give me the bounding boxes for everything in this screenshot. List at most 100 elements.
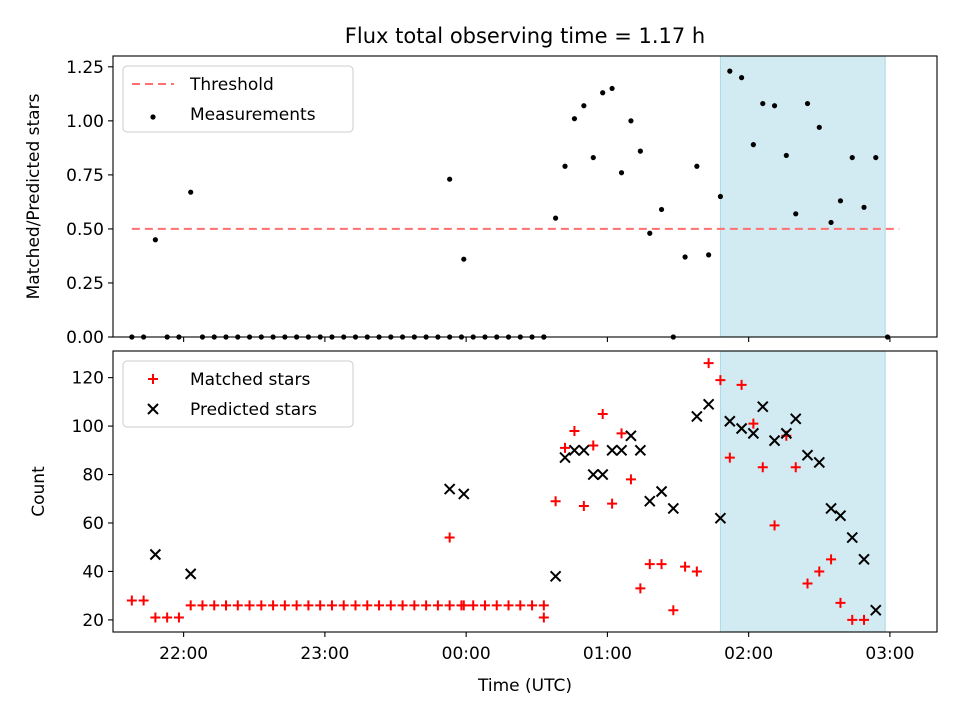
legend-predicted-swatch xyxy=(147,403,159,415)
measurement-point xyxy=(628,118,634,124)
y-tick-label: 1.25 xyxy=(66,58,104,78)
matched-star-point xyxy=(703,358,714,369)
matched-star-point xyxy=(769,520,780,531)
predicted-star-point xyxy=(184,568,197,580)
matched-star-point xyxy=(458,600,469,611)
matched-star-point xyxy=(691,566,702,577)
matched-star-point xyxy=(826,554,837,565)
legend-measurement-swatch xyxy=(150,114,156,120)
axes-frame xyxy=(112,350,938,633)
predicted-star-point xyxy=(780,427,793,440)
y-tick-label: 1.00 xyxy=(66,112,104,132)
predicted-star-point xyxy=(549,570,562,582)
axes-frame xyxy=(112,55,938,338)
matched-star-point xyxy=(748,418,759,429)
measurement-point xyxy=(600,90,606,96)
measurement-point xyxy=(861,204,867,210)
y-tick-label: 60 xyxy=(82,514,104,534)
measurement-point xyxy=(771,103,778,109)
matched-star-point xyxy=(268,600,279,611)
y-tick-label: 0.25 xyxy=(66,274,104,294)
y-tick-label: 80 xyxy=(82,466,104,486)
matched-star-point xyxy=(847,614,858,625)
x-tick-label: 22:00 xyxy=(159,644,208,664)
measurement-point xyxy=(447,176,453,182)
measurement-point xyxy=(590,154,596,161)
measurement-point xyxy=(152,237,158,243)
matched-star-point xyxy=(550,496,561,507)
measurement-point xyxy=(783,152,789,159)
x-tick-label: 03:00 xyxy=(865,644,914,664)
legend-label: Measurements xyxy=(190,105,316,125)
measurement-point xyxy=(618,170,625,176)
measurement-point xyxy=(571,116,578,122)
predicted-star-point xyxy=(634,444,647,457)
legend-box xyxy=(122,65,354,133)
matched-star-point xyxy=(656,559,667,570)
y-tick-label: 0.00 xyxy=(66,328,104,348)
matched-star-point xyxy=(315,600,326,611)
y-tick-label: 0.75 xyxy=(66,166,104,186)
legend-label: Matched stars xyxy=(190,370,310,390)
legend-label: Threshold xyxy=(189,75,274,95)
matched-star-point xyxy=(173,612,184,623)
measurement-point xyxy=(760,100,766,107)
predicted-star-point xyxy=(149,548,162,561)
predicted-star-point xyxy=(801,449,814,461)
y-tick-label: 100 xyxy=(72,417,104,437)
matched-star-point xyxy=(835,597,846,608)
predicted-star-point xyxy=(768,434,781,447)
bottom-panel: 20 40 60 80 100 120 22:00 23:00 00:00 01:00 02:00 0… xyxy=(29,350,938,696)
x-tick-label: 01:00 xyxy=(583,644,632,664)
y-tick-label: 20 xyxy=(82,611,104,631)
matched-star-point xyxy=(432,600,443,611)
x-tick-label: 23:00 xyxy=(300,644,349,664)
predicted-star-point xyxy=(655,485,668,498)
shaded-region xyxy=(719,55,886,338)
matched-star-point xyxy=(421,600,432,611)
matched-star-point xyxy=(736,379,747,390)
measurement-point xyxy=(581,103,587,109)
matched-star-point xyxy=(303,600,314,611)
measurement-point xyxy=(793,211,799,217)
predicted-star-point xyxy=(458,488,470,500)
predicted-star-point xyxy=(615,444,628,457)
matched-star-point xyxy=(244,600,255,611)
legend: Matched stars Predicted stars xyxy=(122,360,354,428)
matched-star-point xyxy=(814,566,825,577)
matched-star-point xyxy=(197,600,208,611)
predicted-star-point xyxy=(790,413,802,425)
predicted-star-point xyxy=(702,398,715,411)
x-tick-label: 00:00 xyxy=(442,644,491,664)
matched-star-point xyxy=(790,462,801,473)
measurement-point xyxy=(706,252,712,258)
predicted-star-point xyxy=(667,502,680,515)
measurement-point xyxy=(562,163,568,169)
matched-star-point xyxy=(715,375,726,386)
matched-star-point xyxy=(256,600,267,611)
matched-star-point xyxy=(409,600,420,611)
matched-star-point xyxy=(588,440,599,451)
y-axis-label: Count xyxy=(29,466,49,517)
matched-star-point xyxy=(538,612,549,623)
predicted-star-point xyxy=(559,451,571,464)
y-tick-label: 0.50 xyxy=(66,220,104,240)
matched-star-point xyxy=(138,595,149,606)
matched-star-point xyxy=(444,532,455,543)
matched-star-point xyxy=(515,600,526,611)
matched-star-point xyxy=(150,612,161,623)
predicted-star-point xyxy=(735,422,748,435)
matched-star-point xyxy=(279,600,290,611)
figure-title: Flux total observing time = 1.17 h xyxy=(345,24,705,48)
matched-star-point xyxy=(757,462,768,473)
matched-star-point xyxy=(385,600,396,611)
predicted-star-point xyxy=(813,456,825,469)
measurement-point xyxy=(637,148,643,154)
matched-star-point xyxy=(468,600,479,611)
matched-star-point xyxy=(569,425,580,436)
predicted-star-point xyxy=(606,444,618,457)
measurement-point xyxy=(609,85,615,92)
predicted-star-point xyxy=(825,502,837,515)
measurement-point xyxy=(188,189,194,195)
predicted-star-point xyxy=(834,510,847,522)
